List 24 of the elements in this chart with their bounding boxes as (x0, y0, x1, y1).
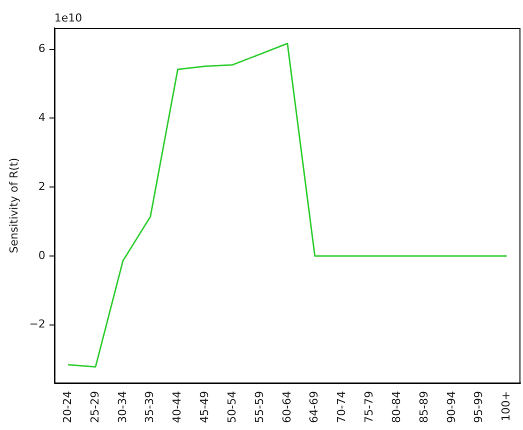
x-tick-label: 95-99 (472, 391, 486, 424)
x-tick-label: 20-24 (60, 391, 74, 424)
x-tick-label: 30-34 (116, 391, 129, 424)
x-tick-label: 40-44 (170, 391, 184, 424)
text: 1e10 (54, 11, 82, 24)
x-tick-label: 60-64 (280, 391, 294, 424)
x-tick-label: 90-94 (444, 391, 458, 424)
x-tick-label: 50-54 (225, 391, 238, 424)
x-tick-label: 75-79 (362, 391, 376, 424)
x-tick-label: 80-84 (390, 391, 403, 424)
y-axis-title: Sensitivity of R(t) (7, 158, 20, 254)
x-tick-label: 64-69 (308, 391, 321, 424)
x-tick-label: 25-29 (88, 391, 102, 424)
y-tick-label: 2 (38, 180, 46, 193)
x-tick-label: 45-49 (198, 391, 212, 424)
x-tick-label: 85-89 (417, 391, 430, 424)
x-tick-label: 100+ (500, 391, 513, 422)
y-tick-label: 6 (38, 42, 46, 56)
y-tick-label: 4 (38, 111, 46, 124)
x-tick-label: 35-39 (143, 391, 156, 424)
y-tick-label: 0 (38, 248, 46, 262)
x-tick-label: 55-59 (252, 391, 266, 424)
y-tick-label: −2 (29, 318, 46, 331)
x-tick-label: 70-74 (335, 391, 348, 424)
